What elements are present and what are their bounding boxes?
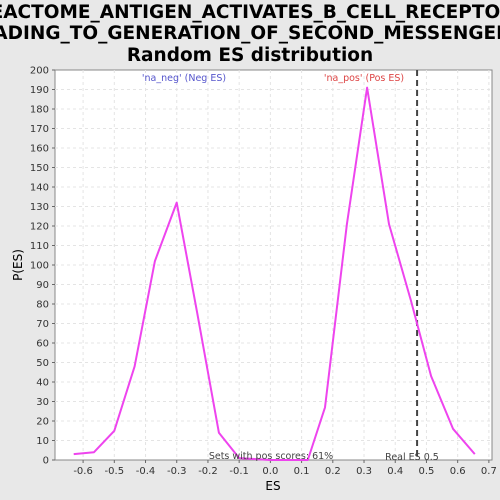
chart-title-line-1: REACTOME_ANTIGEN_ACTIVATES_B_CELL_RECEPT… — [0, 2, 500, 23]
x-tick-label: 0.1 — [294, 466, 310, 477]
y-tick-label: 100 — [30, 261, 49, 272]
y-tick-label: 130 — [30, 202, 49, 213]
grid-lines — [55, 70, 492, 460]
y-tick-label: 80 — [36, 300, 49, 311]
y-tick-label: 170 — [30, 124, 49, 135]
x-tick-label: 0.5 — [418, 466, 434, 477]
x-tick-label: -0.4 — [136, 466, 156, 477]
x-tick-label: -0.6 — [73, 466, 93, 477]
y-tick-label: 10 — [36, 436, 49, 447]
x-tick-label: 0.4 — [387, 466, 403, 477]
x-axis-label: ES — [265, 479, 280, 493]
x-tick-label: -0.3 — [167, 466, 187, 477]
x-tick-label: 0.0 — [262, 466, 278, 477]
y-tick-label: 200 — [30, 66, 49, 77]
x-tick-label: 0.7 — [481, 466, 497, 477]
y-tick-label: 120 — [30, 222, 49, 233]
pos-es-label: 'na_pos' (Pos ES) — [324, 73, 404, 84]
x-tick-label: -0.5 — [105, 466, 125, 477]
chart-title-line-2: LEADING_TO_GENERATION_OF_SECOND_MESSENGE… — [0, 23, 500, 44]
y-tick-label: 160 — [30, 144, 49, 155]
x-axis-ticks: -0.6 -0.5 -0.4 -0.3 -0.2 -0.1 0.0 0.1 0.2 0.3 0.4 0… — [73, 460, 497, 477]
chart-title: REACTOME_ANTIGEN_ACTIVATES_B_CELL_RECEPT… — [0, 2, 500, 66]
y-axis-label: P(ES) — [11, 249, 25, 281]
x-tick-label: 0.3 — [356, 466, 372, 477]
neg-es-label: 'na_neg' (Neg ES) — [142, 73, 226, 84]
real-es-label: Real ES 0.5 — [385, 452, 439, 463]
y-tick-label: 140 — [30, 183, 49, 194]
chart-title-line-3: Random ES distribution — [127, 45, 373, 66]
y-tick-label: 20 — [36, 417, 49, 428]
x-tick-label: -0.1 — [229, 466, 249, 477]
x-tick-label: -0.2 — [198, 466, 218, 477]
y-tick-label: 190 — [30, 85, 49, 96]
y-tick-label: 40 — [36, 378, 49, 389]
y-tick-label: 50 — [36, 358, 49, 369]
y-tick-label: 180 — [30, 105, 49, 116]
y-tick-label: 60 — [36, 339, 49, 350]
y-tick-label: 30 — [36, 397, 49, 408]
y-tick-label: 90 — [36, 280, 49, 291]
x-tick-label: 0.2 — [325, 466, 341, 477]
x-tick-label: 0.6 — [450, 466, 466, 477]
y-tick-label: 0 — [43, 456, 49, 467]
es-distribution-line — [73, 86, 476, 461]
y-tick-label: 70 — [36, 319, 49, 330]
y-tick-label: 110 — [30, 241, 49, 252]
y-tick-label: 150 — [30, 163, 49, 174]
y-axis-ticks: 0 10 20 30 40 50 60 70 80 90 100 110 120 130 140 150 160… — [30, 66, 55, 467]
sets-pos-scores-label: Sets with pos scores: 61% — [209, 451, 333, 462]
